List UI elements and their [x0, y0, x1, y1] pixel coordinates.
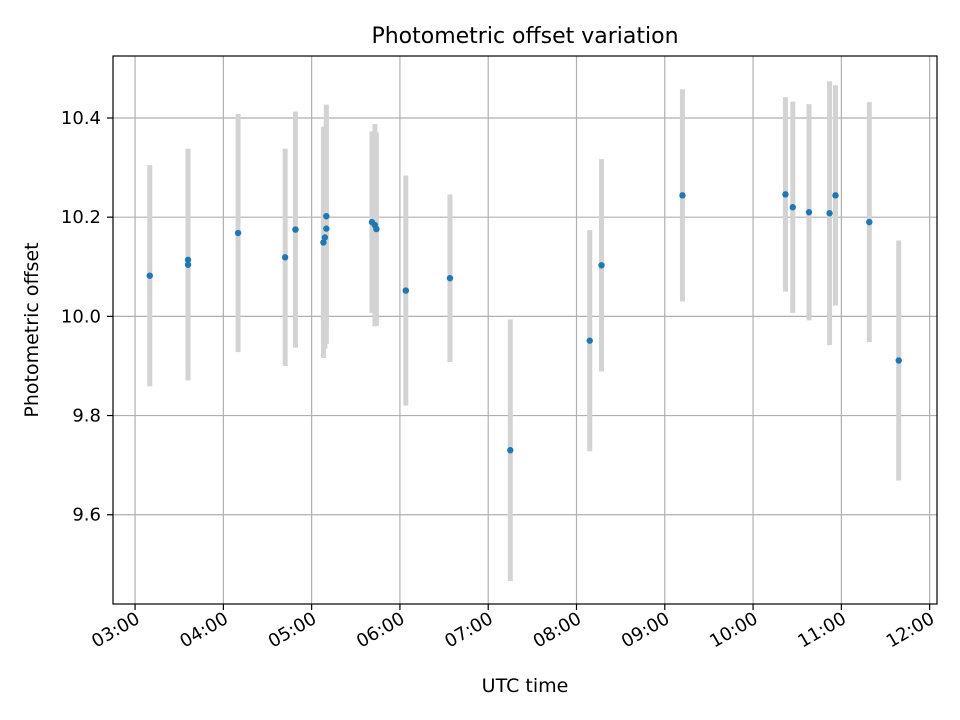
y-axis: 9.6 9.8 10.0 10.2 10.4: [61, 108, 113, 526]
data-point: [507, 447, 514, 454]
x-axis-label: UTC time: [482, 675, 569, 697]
data-point: [446, 274, 454, 282]
data-point: [292, 226, 299, 233]
y-tick-label: 10.0: [61, 306, 101, 327]
data-point: [782, 191, 789, 198]
data-point: [323, 225, 330, 232]
data-point: [789, 204, 796, 211]
plot-frame: [112, 55, 938, 605]
y-tick-label: 9.8: [72, 406, 101, 427]
y-axis-label: Photometric offset: [21, 242, 43, 417]
data-point: [234, 229, 242, 237]
data-point: [320, 239, 327, 246]
data-point: [832, 192, 839, 199]
data-point: [184, 256, 192, 264]
data-point: [323, 212, 330, 220]
data-point: [184, 261, 192, 268]
y-tick-label: 10.2: [61, 207, 101, 228]
data-point: [373, 225, 380, 233]
data-points: [146, 191, 902, 454]
data-point: [895, 357, 902, 364]
data-point: [146, 272, 153, 279]
data-point: [402, 287, 410, 294]
data-point: [598, 262, 605, 269]
data-point: [805, 209, 813, 216]
data-point: [586, 337, 593, 344]
data-point: [321, 234, 329, 241]
data-point: [679, 192, 686, 199]
grid: [113, 56, 937, 604]
data-point: [826, 210, 833, 217]
data-point: [866, 218, 873, 226]
chart-title: Photometric offset variation: [371, 24, 678, 49]
y-tick-label: 10.4: [61, 108, 101, 129]
data-point: [281, 254, 289, 261]
y-tick-label: 9.6: [72, 505, 101, 526]
